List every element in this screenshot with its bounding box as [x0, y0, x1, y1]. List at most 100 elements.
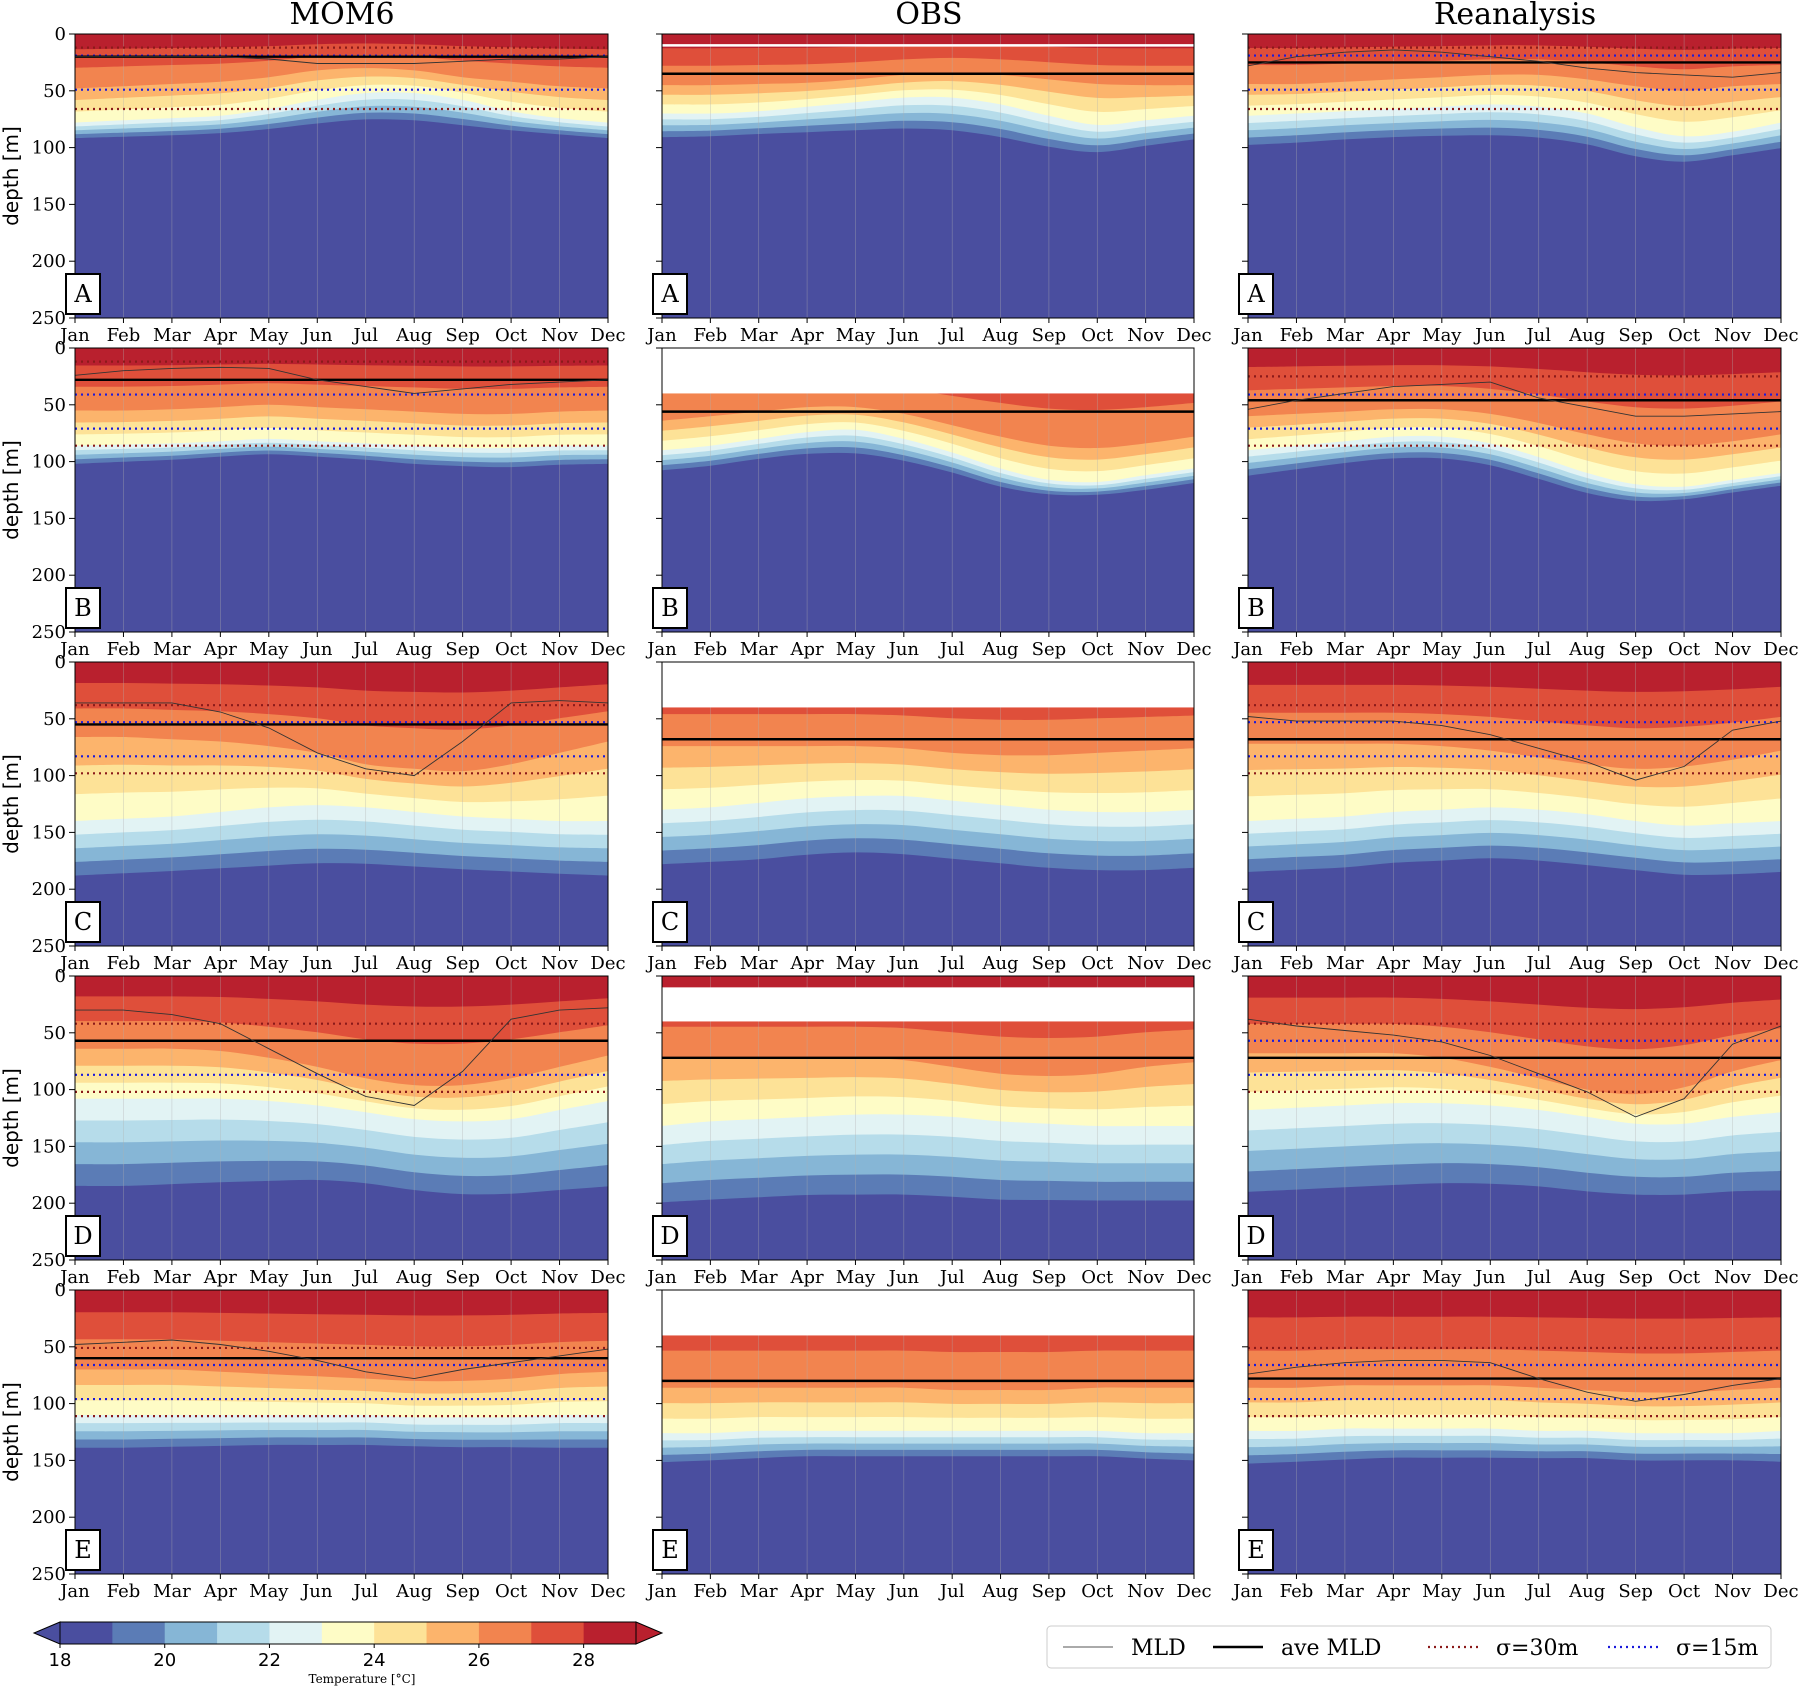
x-tick-label: Feb: [107, 639, 141, 660]
x-tick-label: Oct: [1668, 953, 1701, 974]
panel-d-obs: D Jan Feb Mar Apr May Jun Jul Aug Sep Oct Nov Dec: [645, 975, 1212, 1288]
panel-e-obs: E Jan Feb Mar Apr May Jun Jul Aug Sep Oct Nov Dec: [645, 1289, 1212, 1602]
colorbar-extend-min: [32, 1621, 61, 1645]
y-tick-label: 250: [32, 1250, 66, 1271]
x-tick-label: Sep: [1618, 1267, 1653, 1288]
panel-d-mom6: D 0 50 100 150 200 250 depth [m] Jan Feb Mar Apr May…: [0, 966, 626, 1288]
x-tick-label: Oct: [495, 953, 528, 974]
mld-line: [1248, 49, 1781, 78]
colorbar-swatch: [164, 1622, 218, 1644]
y-tick-label: 0: [55, 1280, 66, 1301]
y-tick-label: 200: [32, 251, 66, 272]
x-tick-label: Sep: [445, 953, 480, 974]
x-tick-label: May: [836, 325, 876, 346]
x-tick-label: Dec: [590, 639, 625, 660]
x-tick-label: Apr: [203, 1581, 238, 1602]
panel-frame: [1247, 975, 1782, 1261]
band-28c: [1248, 34, 1781, 50]
x-tick-label: May: [836, 639, 876, 660]
x-tick-label: Feb: [107, 1267, 141, 1288]
x-tick-label: Dec: [1763, 1581, 1798, 1602]
x-tick-label: Aug: [1568, 1581, 1605, 1602]
colorbar: Temperature [°C] 18 20 22 24 26 28: [32, 1621, 664, 1686]
panel-body: [662, 1290, 1194, 1574]
x-tick-label: Sep: [445, 639, 480, 660]
panel-b-reanalysis: B Jan Feb Mar Apr May Jun Jul Aug Sep Oct Nov Dec: [1231, 347, 1798, 660]
panel-body: [1248, 976, 1781, 1260]
x-tick-label: Feb: [107, 1581, 141, 1602]
x-tick-label: Dec: [1763, 1267, 1798, 1288]
panel-label: B: [74, 594, 92, 622]
x-tick-label: Aug: [395, 953, 432, 974]
y-tick-label: 250: [32, 308, 66, 329]
column-title-reanalysis: Reanalysis: [1434, 0, 1596, 32]
x-tick-label: Oct: [1081, 639, 1114, 660]
x-tick-label: Feb: [694, 325, 728, 346]
x-tick-label: Mar: [740, 953, 778, 974]
x-tick-label: Aug: [1568, 1267, 1605, 1288]
x-tick-label: Oct: [1081, 1267, 1114, 1288]
column-title-mom6: MOM6: [289, 0, 394, 32]
panel-label-box: [652, 273, 688, 315]
x-tick-label: Jun: [1473, 325, 1506, 346]
x-tick-label: Sep: [1032, 639, 1067, 660]
colorbar-tick-label: 20: [153, 1650, 176, 1671]
y-tick-label: 50: [43, 1337, 66, 1358]
x-tick-label: Dec: [590, 1267, 625, 1288]
x-tick-label: Aug: [395, 325, 432, 346]
x-tick-label: May: [1422, 639, 1462, 660]
panel-d-reanalysis: D Jan Feb Mar Apr May Jun Jul Aug Sep Oct Nov Dec: [1231, 975, 1798, 1288]
column-title-obs: OBS: [895, 0, 962, 32]
x-tick-label: Dec: [1763, 325, 1798, 346]
mld-line: [1248, 1018, 1781, 1118]
panel-body: [75, 976, 608, 1260]
x-tick-label: Dec: [1763, 953, 1798, 974]
x-tick-label: Nov: [541, 325, 579, 346]
x-tick-label: Nov: [541, 1581, 579, 1602]
x-tick-label: Dec: [590, 1581, 625, 1602]
x-tick-label: May: [249, 325, 289, 346]
y-tick-label: 250: [32, 936, 66, 957]
x-tick-label: Jun: [1473, 1581, 1506, 1602]
x-tick-label: Jul: [351, 639, 378, 660]
colorbar-tick-label: 28: [572, 1650, 595, 1671]
x-tick-label: Apr: [1376, 1267, 1411, 1288]
panel-body: [75, 1290, 608, 1574]
x-tick-label: Jul: [938, 953, 965, 974]
x-tick-label: Feb: [107, 325, 141, 346]
panel-frame: [661, 1289, 1195, 1575]
y-tick-label: 50: [43, 1023, 66, 1044]
legend-frame: [1046, 1625, 1772, 1669]
panel-label-box: [65, 901, 101, 943]
x-tick-label: Jul: [351, 1581, 378, 1602]
panel-frame: [74, 33, 609, 319]
legend-label: σ=30m: [1496, 1636, 1578, 1661]
x-tick-label: Jan: [1231, 1581, 1263, 1602]
x-tick-label: May: [1422, 1581, 1462, 1602]
panel-frame: [661, 975, 1195, 1261]
colorbar-swatch: [112, 1622, 166, 1644]
panel-frame: [74, 1289, 609, 1575]
x-tick-label: Jan: [645, 1581, 677, 1602]
x-tick-label: Dec: [1176, 953, 1211, 974]
x-tick-label: Apr: [203, 639, 238, 660]
panel-label: A: [1246, 280, 1265, 308]
x-tick-label: Jul: [1524, 639, 1551, 660]
panel-body: [662, 976, 1194, 1260]
panel-label: D: [73, 1222, 92, 1250]
panel-label-box: [652, 587, 688, 629]
x-tick-label: Apr: [1376, 325, 1411, 346]
panel-body: [1248, 34, 1781, 318]
y-tick-label: 200: [32, 565, 66, 586]
x-tick-label: Jan: [645, 1267, 677, 1288]
x-tick-label: Aug: [395, 639, 432, 660]
x-tick-label: Jul: [1524, 325, 1551, 346]
column-titles: MOM6 OBS Reanalysis: [289, 0, 1596, 32]
x-tick-label: May: [249, 953, 289, 974]
x-tick-label: Jan: [1231, 953, 1263, 974]
y-tick-label: 100: [32, 766, 66, 787]
x-tick-label: Sep: [445, 325, 480, 346]
mld-line: [75, 56, 608, 64]
x-tick-label: Jan: [645, 639, 677, 660]
